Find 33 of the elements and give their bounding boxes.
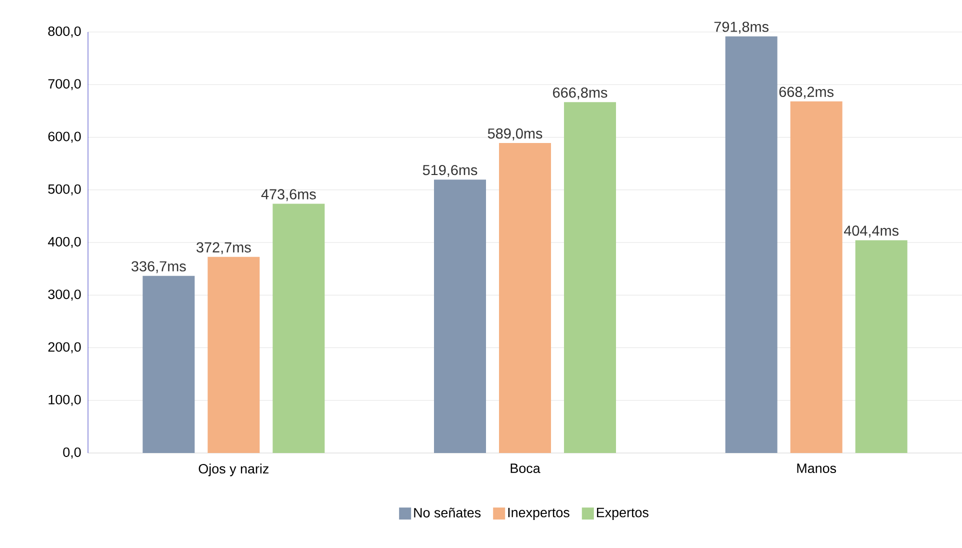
data-label: 372,7ms: [196, 242, 251, 254]
data-label: 791,8ms: [714, 22, 769, 34]
bar: [208, 256, 260, 453]
data-label: 666,8ms: [553, 87, 608, 100]
bar: [499, 143, 552, 453]
x-tick-label: Ojos y nariz: [198, 464, 268, 476]
y-tick-label: 700,0: [48, 79, 81, 90]
y-tick-label: 800,0: [48, 26, 81, 38]
x-tick-label: Manos: [797, 464, 836, 474]
bar: [790, 101, 842, 453]
data-label: 519,6ms: [422, 164, 478, 177]
y-tick-label: 500,0: [48, 184, 81, 196]
data-label: 589,0ms: [488, 128, 542, 140]
y-tick-label: 200,0: [48, 342, 81, 354]
data-label: 336,7ms: [132, 261, 186, 274]
bar: [272, 204, 325, 453]
bar: [564, 102, 616, 453]
legend-label: Inexpertos: [508, 508, 570, 520]
bar: [142, 276, 195, 453]
data-label: 668,2ms: [779, 86, 834, 99]
x-tick-label: Boca: [510, 464, 540, 474]
y-tick-label: 100,0: [48, 394, 81, 406]
data-label: 404,4ms: [844, 226, 899, 238]
legend-label: No señates: [414, 508, 481, 518]
y-tick-label: 300,0: [48, 290, 81, 301]
bar: [725, 36, 778, 453]
bar: [855, 240, 908, 453]
bar: [434, 180, 486, 453]
y-tick-label: 600,0: [48, 132, 81, 143]
data-label: 473,6ms: [261, 189, 316, 202]
y-tick-label: 0,0: [63, 447, 81, 459]
y-tick-label: 400,0: [48, 236, 81, 248]
legend-label: Expertos: [596, 508, 648, 520]
